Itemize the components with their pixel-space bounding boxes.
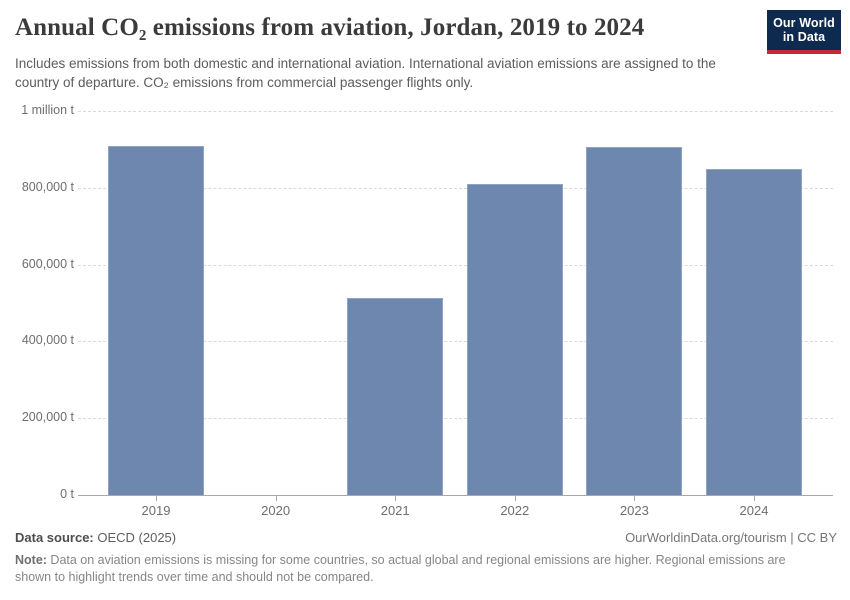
y-gridline bbox=[78, 111, 833, 112]
owid-logo-underline bbox=[767, 50, 841, 54]
chart-subtitle: Includes emissions from both domestic an… bbox=[15, 56, 716, 90]
y-axis-tick-label: 800,000 t bbox=[21, 179, 74, 194]
x-axis-tick-label: 2020 bbox=[261, 503, 291, 518]
data-source-label: Data source: bbox=[15, 530, 94, 545]
x-axis-tick-label: 2024 bbox=[739, 503, 769, 518]
data-source-value: OECD (2025) bbox=[93, 530, 177, 545]
x-axis-line bbox=[78, 495, 833, 496]
bar-2023[interactable] bbox=[586, 147, 683, 495]
data-source-text: Data source: OECD (2025) bbox=[15, 530, 176, 545]
y-axis-tick-label: 400,000 t bbox=[21, 333, 74, 348]
x-axis-tick-label: 2023 bbox=[619, 503, 649, 518]
bar-2024[interactable] bbox=[706, 169, 802, 495]
chart-note: Note: Data on aviation emissions is miss… bbox=[15, 552, 807, 585]
note-label: Note: bbox=[15, 553, 47, 567]
owid-logo-box: Our World in Data bbox=[767, 10, 841, 50]
owid-license-link[interactable]: OurWorldinData.org/tourism | CC BY bbox=[625, 530, 837, 545]
y-axis-tick-label: 200,000 t bbox=[21, 410, 74, 425]
x-axis-tick-label: 2021 bbox=[380, 503, 410, 518]
y-gridline bbox=[78, 187, 833, 189]
x-axis-tick bbox=[156, 496, 157, 501]
note-text: Data on aviation emissions is missing fo… bbox=[15, 553, 786, 584]
x-axis-tick-label: 2019 bbox=[141, 503, 171, 518]
x-axis-tick bbox=[275, 496, 277, 501]
x-axis-tick bbox=[634, 496, 636, 501]
y-gridline bbox=[78, 264, 833, 266]
x-axis-tick bbox=[514, 496, 516, 501]
owid-logo-line1: Our World bbox=[773, 16, 835, 30]
x-axis-tick bbox=[395, 496, 397, 501]
bar-2019[interactable] bbox=[108, 145, 204, 495]
owid-logo[interactable]: Our World in Data bbox=[767, 10, 841, 54]
chart-footer: Data source: OECD (2025) OurWorldinData.… bbox=[15, 530, 837, 545]
y-gridline bbox=[78, 341, 833, 343]
bar-2022[interactable] bbox=[466, 183, 563, 495]
bar-2021[interactable] bbox=[347, 298, 444, 495]
y-gridline bbox=[78, 418, 833, 420]
page-title: Annual CO₂ emissions from aviation, Jord… bbox=[15, 14, 645, 41]
owid-logo-line2: in Data bbox=[782, 30, 826, 44]
y-axis-tick-label: 600,000 t bbox=[21, 256, 74, 271]
x-axis-tick-label: 2022 bbox=[500, 503, 530, 518]
y-axis-tick-label: 0 t bbox=[60, 487, 74, 501]
x-axis-tick bbox=[754, 496, 755, 501]
y-axis-tick-label: 1 million t bbox=[21, 103, 74, 117]
